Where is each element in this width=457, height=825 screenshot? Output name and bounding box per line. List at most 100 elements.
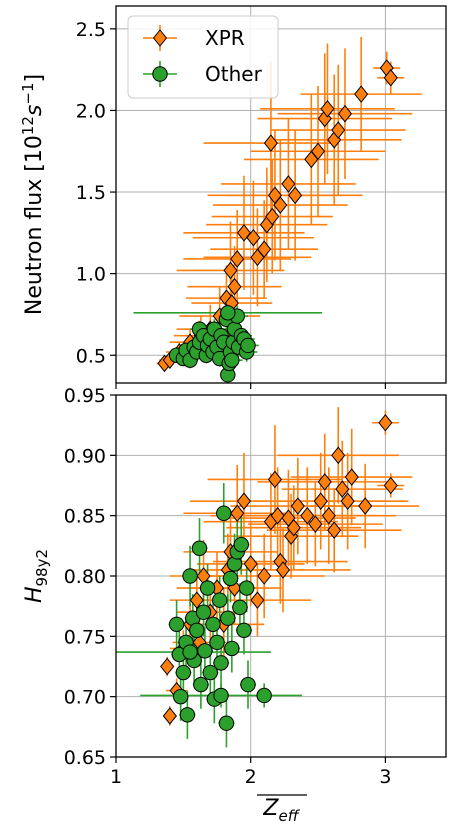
y-tick-label: 0.80 xyxy=(64,566,106,588)
xpr-point xyxy=(160,657,175,676)
legend-label-xpr: XPR xyxy=(205,26,245,50)
other-point xyxy=(197,643,213,659)
y-tick-label: 0.90 xyxy=(64,445,106,467)
xpr-point xyxy=(358,497,373,515)
other-point xyxy=(195,604,212,620)
y-axis-label: Neutron flux [1012s−1] xyxy=(19,74,47,315)
y-tick-label: 0.5 xyxy=(76,345,106,367)
xpr-point xyxy=(378,413,393,432)
y-tick-label: 0.95 xyxy=(64,385,106,407)
xpr-point xyxy=(275,561,291,579)
markers-other xyxy=(168,505,272,731)
y-tick-label: 1.5 xyxy=(76,182,106,204)
other-point xyxy=(236,622,252,638)
xpr-point xyxy=(317,473,332,491)
xpr-point xyxy=(230,250,245,268)
legend: XPR Other xyxy=(127,15,279,99)
xpr-point xyxy=(281,175,296,193)
xpr-point xyxy=(317,109,332,128)
y-tick-label: 2.0 xyxy=(76,100,106,122)
legend-label-other: Other xyxy=(205,62,263,86)
other-point xyxy=(256,687,272,704)
other-point xyxy=(175,664,192,681)
xpr-point xyxy=(265,207,280,226)
xpr-point xyxy=(246,228,261,247)
other-point xyxy=(233,536,249,553)
other-point xyxy=(189,622,205,638)
other-point xyxy=(224,352,240,368)
legend-marker-other xyxy=(152,66,168,82)
xpr-point xyxy=(250,591,265,609)
plot-area xyxy=(133,37,422,383)
xpr-point xyxy=(337,104,353,123)
xpr-point xyxy=(270,506,285,525)
xpr-point xyxy=(383,69,398,87)
other-point xyxy=(168,616,185,632)
xpr-point xyxy=(331,121,346,139)
other-point xyxy=(220,610,236,626)
other-point xyxy=(218,715,235,731)
other-point xyxy=(199,580,216,596)
xpr-point xyxy=(257,240,272,258)
other-point xyxy=(182,568,198,584)
x-tick-label: 1 xyxy=(110,766,122,788)
other-point xyxy=(202,664,218,681)
other-point xyxy=(205,616,221,632)
x-axis-label: Zeff xyxy=(262,796,300,825)
panel-bottom: 0.65 0.70 0.75 0.80 0.85 0.90 0.95 1 2 3 H98y2 Zeff xyxy=(22,385,447,825)
xpr-point xyxy=(230,504,245,523)
other-point xyxy=(179,707,196,723)
other-point xyxy=(220,305,236,321)
y-tick-label: 0.85 xyxy=(64,506,106,528)
xpr-point xyxy=(189,591,204,609)
other-point xyxy=(240,337,256,354)
other-point xyxy=(212,592,228,608)
xpr-point xyxy=(331,446,346,465)
y-tick-label: 0.75 xyxy=(64,626,106,648)
other-point xyxy=(213,687,229,704)
xpr-point xyxy=(286,518,301,537)
other-point xyxy=(191,540,208,556)
panel-top: 0.5 1.0 1.5 2.0 2.5 Neutron flux [1012s−1] XPR… xyxy=(19,5,447,389)
xpr-point xyxy=(383,476,398,495)
xpr-point xyxy=(320,100,335,118)
other-point xyxy=(193,676,209,693)
xpr-point xyxy=(162,707,177,725)
other-point xyxy=(216,505,232,521)
xpr-point xyxy=(227,277,242,296)
other-point xyxy=(240,676,256,693)
xpr-point xyxy=(243,555,258,573)
x-tick-label: 3 xyxy=(379,766,391,788)
other-point xyxy=(213,655,229,671)
y-tick-label: 0.70 xyxy=(64,687,106,709)
other-point xyxy=(224,640,240,657)
xpr-point xyxy=(354,85,369,103)
xpr-point xyxy=(308,515,323,533)
other-point xyxy=(238,580,255,596)
other-point xyxy=(209,634,225,651)
xpr-point xyxy=(300,506,315,525)
y-tick-label: 0.65 xyxy=(64,747,106,769)
xpr-point xyxy=(344,468,359,486)
y-tick-label: 1.0 xyxy=(76,264,106,286)
y-axis-label: H98y2 xyxy=(22,549,51,603)
xpr-point xyxy=(223,261,238,280)
other-point xyxy=(232,599,248,616)
xpr-point xyxy=(311,142,326,161)
xpr-point xyxy=(267,470,282,489)
xpr-point xyxy=(288,186,303,205)
xpr-point xyxy=(257,567,272,585)
xpr-point xyxy=(290,497,305,515)
xpr-point xyxy=(236,492,251,510)
other-point xyxy=(172,688,189,705)
other-point xyxy=(222,570,239,587)
y-tick-label: 2.5 xyxy=(76,19,106,41)
x-tick-label: 2 xyxy=(245,766,257,788)
plot-area xyxy=(116,407,420,748)
xpr-point xyxy=(340,492,355,510)
xpr-point xyxy=(321,506,336,525)
xpr-point xyxy=(327,521,342,539)
xpr-point xyxy=(335,480,350,498)
xpr-point xyxy=(313,492,328,510)
